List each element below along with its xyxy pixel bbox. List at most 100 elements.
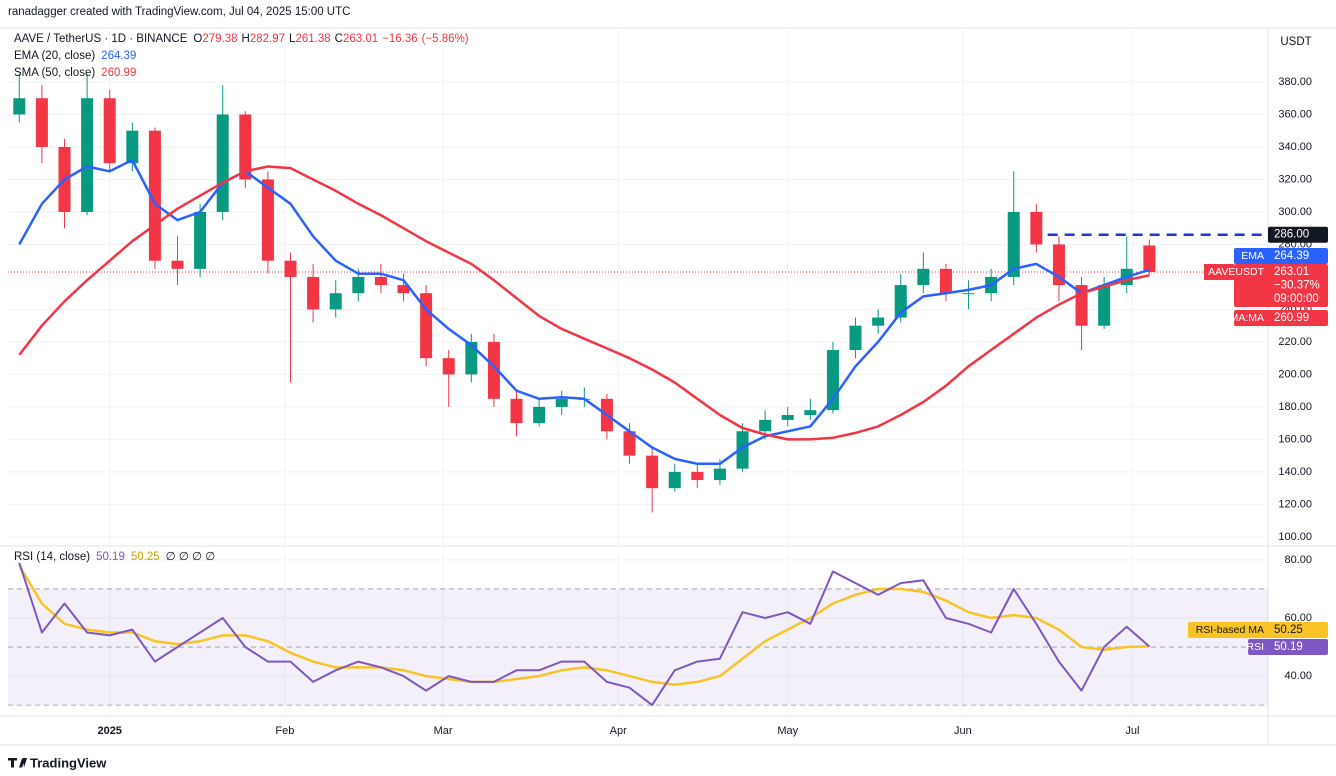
axis-tag — [1234, 310, 1328, 326]
series-line — [18, 158, 1150, 466]
candle-body — [171, 260, 184, 269]
candle-body — [239, 114, 252, 180]
y-tick-label: 340.00 — [1278, 141, 1312, 153]
axis-tag — [1204, 264, 1234, 280]
legend-series-name: EMA (20, close) — [14, 50, 95, 62]
series-line — [18, 565, 1150, 687]
candle-body — [1007, 211, 1020, 277]
legend-series-name: SMA (50, close) — [14, 67, 95, 79]
candle-body — [465, 341, 478, 375]
candle-body — [646, 455, 659, 489]
axis-tag-value: 260.99 — [1274, 312, 1309, 324]
axis-tag — [1234, 264, 1328, 307]
brand-logo: TradingView — [8, 755, 107, 770]
x-tick-label: Apr — [610, 725, 627, 737]
candle-body — [668, 471, 681, 489]
candle-body — [1098, 285, 1111, 326]
candle-body — [781, 415, 794, 420]
candle-body — [736, 431, 749, 469]
candle-body — [872, 317, 885, 326]
axis-tag-name: AAVEUSDT — [1208, 266, 1264, 278]
candle-body — [939, 268, 952, 294]
legend-title: AAVE / TetherUS · 1D · BINANCE — [14, 33, 188, 45]
candle-body — [329, 293, 342, 310]
legend-prefix: O — [193, 33, 202, 45]
candle-body — [374, 276, 387, 286]
candle-body — [691, 471, 704, 481]
candle-body — [487, 341, 500, 399]
legend-change-pct: (−5.86%) — [422, 33, 469, 45]
candle-body — [13, 98, 26, 115]
candle-body — [849, 325, 862, 351]
y-tick-label: 140.00 — [1278, 466, 1312, 478]
logo-icon — [8, 758, 27, 768]
x-tick-label: Mar — [434, 725, 453, 737]
candle-body — [826, 350, 839, 411]
y-tick-label: 200.00 — [1278, 368, 1312, 380]
candle-body — [126, 130, 139, 164]
axis-tag-value: 50.19 — [1274, 641, 1303, 653]
attribution: ranadagger created with TradingView.com,… — [8, 6, 350, 18]
candle-body — [533, 406, 546, 424]
candle-body — [510, 398, 523, 424]
brand-name: TradingView — [30, 755, 107, 770]
candle-body — [420, 293, 433, 359]
axis-tag-name: EMA — [1241, 250, 1264, 262]
y-tick-label: 100.00 — [1278, 531, 1312, 543]
candle-body — [216, 114, 229, 212]
y-tick-label: 80.00 — [1284, 554, 1312, 566]
legend-series-value: 264.39 — [101, 50, 136, 62]
candle-body — [442, 358, 455, 375]
legend: SMA (50, close) 260.99 — [14, 67, 136, 79]
y-tick-label: 160.00 — [1278, 433, 1312, 445]
axis-tag-value: 09:00:00 — [1274, 293, 1319, 305]
y-tick-label: 40.00 — [1284, 670, 1312, 682]
y-tick-label: 320.00 — [1278, 173, 1312, 185]
axis-tag-value: 50.25 — [1274, 624, 1303, 636]
x-tick-label: Jul — [1125, 725, 1139, 737]
legend-value: 279.38 — [202, 33, 237, 45]
axis-tag — [1188, 622, 1328, 638]
legend-title: RSI (14, close) — [14, 551, 90, 563]
legend-change: −16.36 — [382, 33, 418, 45]
axis-tag-name: RSI-based MA — [1196, 624, 1264, 636]
candle-body — [713, 468, 726, 481]
candle-body — [194, 211, 207, 269]
y-tick-label: 220.00 — [1278, 336, 1312, 348]
x-tick-label: Feb — [275, 725, 294, 737]
candle-body — [261, 179, 274, 261]
legend-value: 261.38 — [295, 33, 330, 45]
legend: EMA (20, close) 264.39 — [14, 50, 136, 62]
axis-tag — [1248, 639, 1328, 655]
legend-prefix: H — [242, 33, 250, 45]
resistance-box — [1268, 226, 1328, 243]
candle-body — [81, 98, 94, 212]
axis-tag-name: RSI — [1246, 641, 1264, 653]
candle-body — [352, 276, 365, 294]
axis-tag-value: 263.01 — [1274, 266, 1309, 278]
candle-body — [623, 431, 636, 456]
candle-body — [555, 398, 568, 407]
legend-nulls: ∅ ∅ ∅ ∅ — [166, 551, 216, 563]
candle-body — [962, 293, 975, 295]
candle-body — [103, 98, 116, 164]
legend-value: 282.97 — [250, 33, 285, 45]
legend: RSI (14, close) 50.19 50.25 ∅ ∅ ∅ ∅ — [14, 551, 215, 563]
axis-tag-name: SMA:MA — [1223, 312, 1264, 324]
y-tick-label: 60.00 — [1284, 612, 1312, 624]
legend: AAVE / TetherUS · 1D · BINANCE O279.38 H28… — [14, 33, 469, 45]
series-line — [18, 165, 1150, 441]
axis-tag-value: −30.37% — [1274, 280, 1320, 292]
legend-series-value: 50.19 — [96, 551, 125, 563]
candle-body — [284, 260, 297, 277]
legend-value: 263.01 — [343, 33, 378, 45]
axis-tag-value: 264.39 — [1274, 250, 1309, 262]
x-tick-label: 2025 — [97, 725, 121, 737]
legend-prefix: L — [289, 33, 296, 45]
legend-series-value: 50.25 — [131, 551, 160, 563]
candle-body — [307, 276, 320, 310]
candle-body — [759, 419, 772, 432]
resistance-label: 286.00 — [1274, 229, 1309, 241]
